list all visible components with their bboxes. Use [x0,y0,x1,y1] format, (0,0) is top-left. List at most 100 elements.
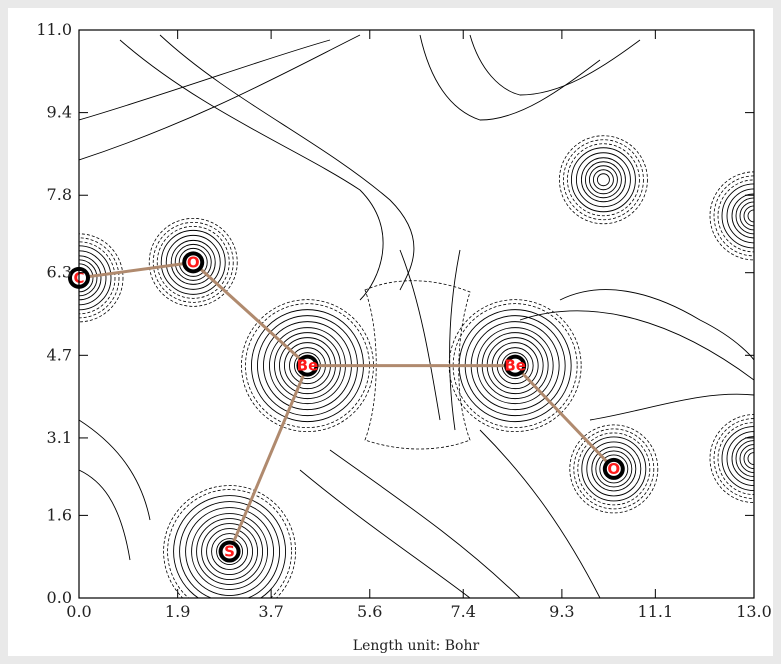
contour-lines [79,34,754,598]
atom-label: O [607,460,620,478]
contour-ring [79,250,107,306]
contour-ring [165,234,221,290]
atom-center [508,358,523,373]
contour-ring [599,454,629,484]
contour-ring [160,229,226,295]
contour-ring-dashed [79,237,120,319]
contour-ring [739,201,754,231]
y-tick-label: 11.0 [36,20,72,39]
contour-ring-dashed [152,221,234,303]
contour-ring-dashed [156,225,230,299]
contour-ring-dashed [717,179,754,253]
contour-ring-dashed [79,233,124,323]
contour-ring [747,452,754,466]
contour-ring [79,255,102,301]
contour-ring [586,441,642,497]
contour-ring [196,518,264,585]
contour-line [79,469,131,561]
contour-line [159,34,415,291]
atom-center [300,358,315,373]
contour-line [479,429,601,598]
y-tick-label: 0.0 [47,588,72,607]
bond-line [228,365,309,553]
atom-center [222,544,237,559]
x-axis-label: Length unit: Bohr [353,638,480,654]
contour-ring-dashed [148,217,238,307]
atom-label: O [187,253,200,271]
contour-ring [179,501,281,598]
x-tick-label: 1.9 [165,602,190,621]
bond-line [514,364,615,470]
contour-ring [216,538,244,565]
contour-ring-dashed [717,422,754,495]
x-tick-label: 9.3 [549,602,574,621]
y-tick-label: 4.7 [47,345,72,364]
contour-ring [173,495,287,598]
contour-line [519,310,754,381]
contour-line [79,39,331,121]
contour-ring [211,533,249,570]
contour-ring [170,239,216,285]
y-tick-label: 7.8 [47,185,72,204]
contour-ring [580,157,626,203]
x-tick-label: 0.0 [66,602,91,621]
y-tick-label: 9.4 [47,103,72,122]
y-tick-label: 3.1 [47,428,72,447]
contour-ring-dashed [563,139,644,221]
contour-ring-dashed [573,428,655,510]
contour-ring [731,193,754,239]
bond-lines [78,260,615,553]
contour-line [119,39,384,301]
contour-ring [743,205,754,227]
x-tick-label: 5.6 [357,602,382,621]
contour-line [449,249,461,431]
contour-ring [588,165,618,195]
contour-ring [185,507,275,596]
contour-ring [747,209,754,223]
contour-line [469,34,641,96]
contour-ring [721,183,754,249]
contour-ring-dashed [559,135,648,225]
contour-ring-dashed [167,489,292,598]
contour-ring-dashed [577,432,651,506]
contour-ring [721,426,754,492]
contour-ring [581,436,647,502]
contour-ring [79,263,94,293]
contour-ring-dashed [713,418,754,499]
contour-ring [191,513,269,590]
plot-card [8,8,773,656]
atom-center [186,255,201,270]
y-tick-label: 1.6 [47,505,72,524]
contour-ring [739,444,754,474]
contour-ring-dashed [713,175,754,257]
x-tick-label: 11.1 [638,602,674,621]
contour-ring-dashed [569,424,659,514]
atom-label: Be [504,357,526,375]
contour-ring [595,450,633,488]
contour-line [559,289,754,361]
contour-ring [206,528,254,575]
contour-ring [735,197,754,235]
axes: 0.0 1.9 3.7 5.6 7.4 9.3 11.1 13.0 11.0 9.4 7.8 6.3 4… [36,20,771,621]
contour-ring [79,259,98,297]
contour-ring [570,147,636,213]
atom-label: S [224,543,235,561]
atom-label: Be [297,357,319,375]
contour-line-dashed [364,280,471,450]
contour-line [399,249,441,421]
contour-ring [726,431,754,487]
contour-ring-dashed [567,143,640,217]
contour-line [79,419,151,521]
contour-ring [201,523,259,580]
contour-ring [584,161,622,199]
contour-ring-dashed [163,485,296,598]
x-tick-label: 3.7 [258,602,283,621]
contour-line [419,34,601,121]
bond-line [192,261,309,367]
contour-ring [731,436,754,482]
contour-ring [726,188,754,244]
contour-ring [575,152,631,208]
